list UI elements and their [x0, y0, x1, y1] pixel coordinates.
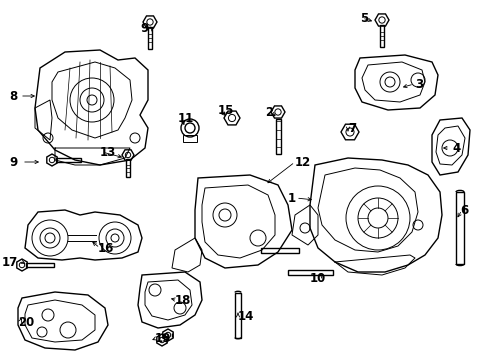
- Text: 9: 9: [140, 22, 148, 35]
- Text: 15: 15: [218, 104, 234, 117]
- Bar: [235, 292, 241, 338]
- Bar: [148, 27, 152, 49]
- Bar: [56, 158, 81, 162]
- Text: 17: 17: [2, 256, 18, 269]
- Text: 1: 1: [287, 192, 295, 204]
- Bar: [379, 25, 383, 47]
- Bar: [26, 263, 54, 267]
- Text: 2: 2: [264, 105, 272, 118]
- Text: 11: 11: [178, 112, 194, 125]
- Text: 19: 19: [155, 332, 171, 345]
- Bar: [455, 192, 463, 264]
- Text: 18: 18: [175, 293, 191, 306]
- Text: 7: 7: [347, 122, 355, 135]
- Text: 20: 20: [18, 315, 34, 328]
- Text: 6: 6: [459, 203, 468, 216]
- Text: 8: 8: [10, 90, 18, 103]
- Text: 10: 10: [309, 271, 325, 284]
- Text: 5: 5: [359, 12, 367, 24]
- Text: 3: 3: [414, 77, 422, 90]
- Text: 12: 12: [294, 156, 311, 168]
- Text: 16: 16: [98, 242, 114, 255]
- Text: 9: 9: [10, 156, 18, 168]
- Bar: [126, 159, 130, 177]
- Text: 14: 14: [238, 310, 254, 323]
- Bar: [275, 119, 280, 154]
- Bar: [287, 270, 332, 274]
- Bar: [261, 248, 298, 252]
- Text: 13: 13: [100, 145, 116, 158]
- Text: 4: 4: [451, 141, 459, 154]
